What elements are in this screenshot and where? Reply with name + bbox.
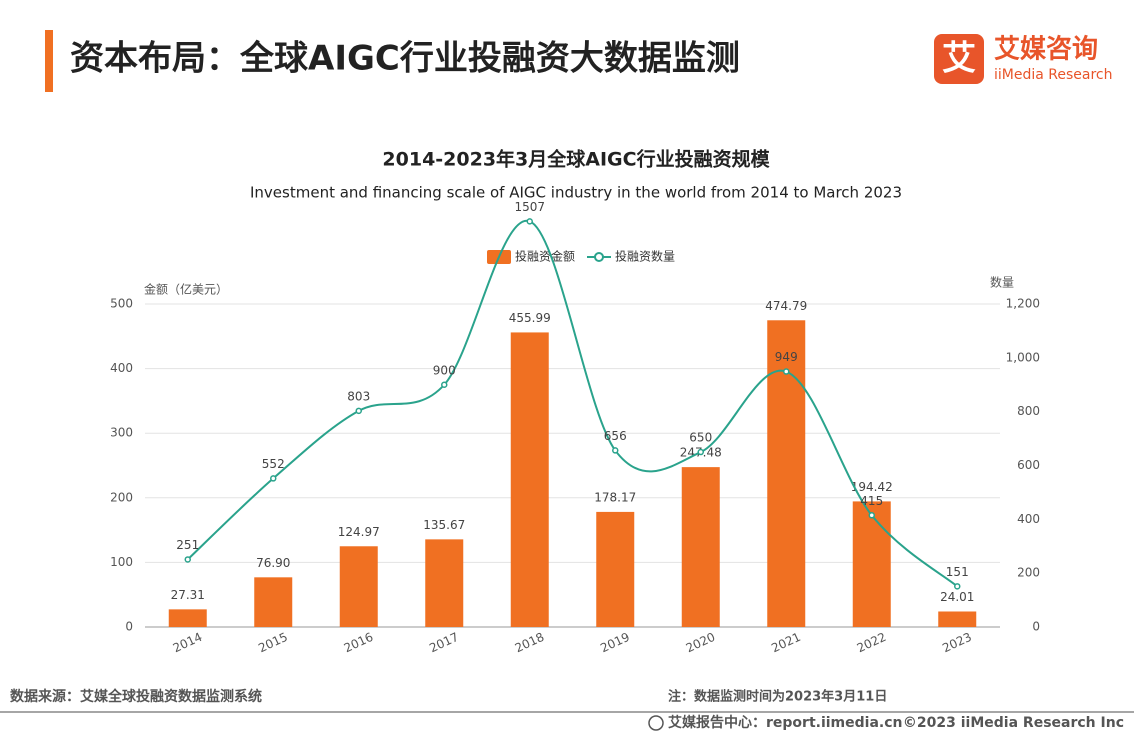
bar	[852, 501, 891, 627]
y2-tick-label: 1,000	[1006, 350, 1040, 364]
x-tick-label: 2019	[598, 630, 632, 656]
y2-tick-label: 0	[1032, 620, 1040, 634]
copyright: ©2023 iiMedia Research Inc	[903, 715, 1124, 731]
x-tick-label: 2015	[256, 630, 290, 656]
globe-icon	[648, 715, 664, 731]
bar	[596, 511, 635, 627]
x-tick-label: 2014	[171, 630, 205, 656]
line-value-label: 900	[433, 363, 456, 377]
line-value-label: 415	[860, 494, 883, 508]
bar-value-label: 24.01	[940, 590, 974, 604]
chart-subtitle: Investment and financing scale of AIGC i…	[250, 184, 902, 202]
line-value-label: 1507	[514, 200, 545, 214]
y-tick-label: 0	[125, 620, 133, 634]
bar	[425, 539, 464, 627]
line-value-label: 803	[347, 389, 370, 403]
bar	[168, 609, 207, 627]
y2-tick-label: 1,200	[1006, 297, 1040, 311]
y2-tick-label: 600	[1017, 458, 1040, 472]
line-point	[270, 475, 277, 482]
y2-tick-label: 400	[1017, 512, 1040, 526]
logo-sub: iiMedia Research	[994, 67, 1113, 83]
bar	[767, 320, 806, 627]
line-value-label: 650	[689, 431, 712, 445]
bar	[681, 467, 720, 627]
y-axis-title: 金额（亿美元）	[144, 282, 228, 297]
line-value-label: 251	[176, 538, 199, 552]
line-value-label: 949	[775, 350, 798, 364]
line-point	[612, 447, 619, 454]
logo-mark: 艾	[942, 39, 976, 79]
x-tick-label: 2022	[855, 630, 889, 656]
x-tick-label: 2018	[513, 630, 547, 656]
title-accent	[45, 30, 53, 92]
legend-label: 投融资数量	[615, 249, 675, 264]
y2-axis-title: 数量	[990, 275, 1014, 290]
bar-value-label: 474.79	[765, 299, 807, 313]
legend-label: 投融资金额	[515, 249, 575, 264]
line	[187, 220, 958, 588]
line-point	[868, 512, 875, 519]
line-point	[184, 556, 191, 563]
x-tick-label: 2016	[342, 630, 376, 656]
line-point	[697, 448, 704, 456]
bar-value-label: 124.97	[338, 525, 380, 539]
y-tick-label: 200	[110, 490, 133, 504]
legend-swatch	[594, 252, 604, 262]
y-tick-label: 300	[110, 426, 133, 440]
y-tick-label: 500	[110, 297, 133, 311]
y2-tick-label: 200	[1017, 566, 1040, 580]
bar-value-label: 194.42	[851, 480, 893, 494]
x-tick-label: 2023	[940, 630, 974, 656]
x-tick-label: 2021	[769, 630, 803, 656]
line-value-label: 151	[946, 565, 969, 579]
line-point	[526, 218, 533, 225]
line-value-label: 656	[604, 429, 627, 443]
line-point	[441, 381, 448, 388]
bar-value-label: 455.99	[509, 311, 551, 325]
y-tick-label: 100	[110, 555, 133, 569]
logo-icon	[934, 34, 984, 84]
bar	[339, 546, 378, 627]
bar	[254, 577, 293, 627]
line-point	[954, 583, 961, 590]
page-title: 资本布局：全球AIGC行业投融资大数据监测	[70, 39, 740, 79]
line-point	[355, 407, 362, 415]
logo-name: 艾媒咨询	[994, 34, 1098, 65]
bar-value-label: 76.90	[256, 556, 290, 570]
bar-value-label: 178.17	[594, 490, 636, 504]
bar	[938, 611, 977, 627]
line-value-label: 552	[262, 457, 285, 471]
bar-value-label: 135.67	[423, 518, 465, 532]
bar	[510, 332, 549, 627]
x-tick-label: 2017	[427, 630, 461, 656]
line-point	[783, 368, 790, 375]
bar-value-label: 27.31	[171, 588, 205, 602]
footer-site: 艾媒报告中心：report.iimedia.cn	[668, 714, 903, 731]
note: 注：数据监测时间为2023年3月11日	[668, 689, 887, 705]
source: 数据来源：艾媒全球投融资数据监测系统	[10, 688, 262, 705]
x-tick-label: 2020	[684, 630, 718, 656]
chart-title: 2014-2023年3月全球AIGC行业投融资规模	[382, 148, 770, 171]
y2-tick-label: 800	[1017, 404, 1040, 418]
y-tick-label: 400	[110, 361, 133, 375]
